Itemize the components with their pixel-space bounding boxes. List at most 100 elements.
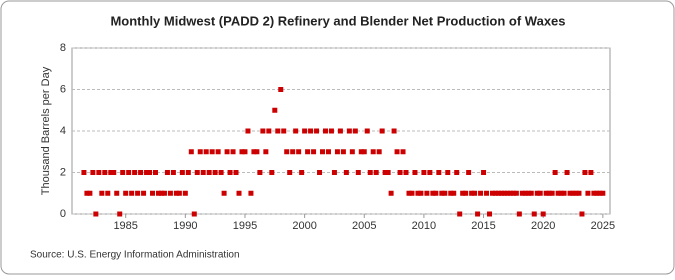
y-tick-label: 8: [60, 42, 66, 54]
point: [418, 190, 424, 196]
y-tick-label: 4: [60, 125, 66, 137]
point: [188, 149, 194, 155]
point: [358, 149, 364, 155]
point: [144, 170, 150, 175]
point: [391, 128, 397, 134]
point: [224, 149, 230, 155]
x-tick-label: 2010: [412, 220, 436, 232]
point: [84, 190, 90, 196]
point: [158, 190, 164, 196]
x-tick-label: 1985: [113, 220, 137, 232]
x-tick-label: 1990: [173, 220, 197, 232]
point: [597, 190, 603, 196]
point: [498, 190, 504, 196]
point: [454, 170, 460, 175]
point: [424, 190, 430, 196]
point: [346, 128, 352, 134]
point: [394, 149, 400, 155]
point: [150, 190, 156, 196]
point: [406, 190, 412, 196]
point: [555, 190, 561, 196]
point: [489, 190, 495, 196]
point: [463, 190, 469, 196]
source: Source: U.S. Energy Information Administ…: [30, 250, 240, 261]
point: [334, 149, 340, 155]
point: [525, 190, 531, 196]
point: [120, 170, 126, 175]
x-tick-label: 2025: [591, 220, 615, 232]
point: [299, 170, 305, 175]
point: [90, 170, 96, 175]
point: [340, 149, 346, 155]
point: [451, 190, 457, 196]
point: [501, 190, 507, 196]
point: [591, 190, 597, 196]
point: [570, 190, 576, 196]
point: [138, 170, 144, 175]
point: [478, 190, 484, 196]
point: [364, 128, 370, 134]
point: [564, 170, 570, 175]
point: [215, 149, 221, 155]
point: [495, 190, 501, 196]
point: [135, 190, 141, 196]
point: [388, 190, 394, 196]
point: [96, 170, 102, 175]
point: [588, 170, 594, 175]
point: [513, 190, 519, 196]
point: [314, 128, 320, 134]
point: [257, 170, 263, 175]
point: [111, 170, 117, 175]
point: [287, 170, 293, 175]
point: [439, 190, 445, 196]
x-tick-label: 1995: [233, 220, 257, 232]
point: [582, 170, 588, 175]
point: [516, 211, 522, 217]
point: [239, 149, 245, 155]
point: [114, 190, 120, 196]
point: [293, 128, 299, 134]
point: [549, 190, 555, 196]
y-tick-label: 2: [60, 166, 66, 178]
point: [185, 170, 191, 175]
point: [421, 170, 427, 175]
point: [129, 190, 135, 196]
point: [337, 128, 343, 134]
point: [233, 170, 239, 175]
point: [284, 149, 290, 155]
point: [528, 190, 534, 196]
point: [585, 190, 591, 196]
point: [328, 128, 334, 134]
point: [266, 128, 272, 134]
point: [164, 170, 170, 175]
point: [275, 128, 281, 134]
x-tick-label: 2020: [531, 220, 555, 232]
point: [173, 190, 179, 196]
point: [460, 190, 466, 196]
point: [594, 190, 600, 196]
point: [296, 149, 302, 155]
point: [155, 190, 161, 196]
point: [427, 170, 433, 175]
point: [445, 170, 451, 175]
point: [576, 190, 582, 196]
point: [179, 170, 185, 175]
point: [302, 128, 308, 134]
point: [484, 190, 490, 196]
point: [305, 149, 311, 155]
point: [209, 149, 215, 155]
point: [442, 190, 448, 196]
point: [540, 211, 546, 217]
point: [269, 170, 275, 175]
point: [102, 170, 108, 175]
point: [376, 149, 382, 155]
point: [370, 149, 376, 155]
point: [546, 190, 552, 196]
point: [147, 170, 153, 175]
point: [93, 211, 99, 217]
point: [573, 190, 579, 196]
point: [206, 170, 212, 175]
y-axis-label: Thousand Barrels per Day: [40, 66, 52, 195]
point: [105, 190, 111, 196]
point: [352, 128, 358, 134]
